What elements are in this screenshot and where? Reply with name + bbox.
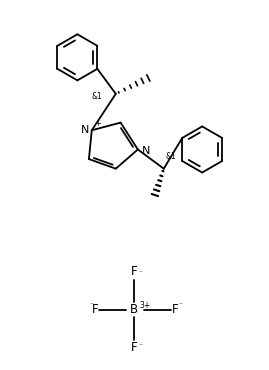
Text: N: N	[142, 147, 150, 157]
Text: ⁻: ⁻	[90, 300, 94, 309]
Text: ⁻: ⁻	[139, 269, 143, 278]
Text: F: F	[131, 342, 137, 354]
Text: ⁻: ⁻	[139, 342, 143, 351]
Text: B: B	[130, 303, 138, 316]
Text: ⁻: ⁻	[178, 300, 182, 309]
Text: F: F	[92, 303, 98, 316]
Text: 3+: 3+	[140, 300, 151, 309]
Text: &1: &1	[91, 92, 102, 101]
Text: F: F	[131, 265, 137, 278]
Text: F: F	[171, 303, 178, 316]
Text: +: +	[94, 119, 101, 128]
Text: N: N	[80, 125, 89, 135]
Text: &1: &1	[166, 152, 176, 161]
